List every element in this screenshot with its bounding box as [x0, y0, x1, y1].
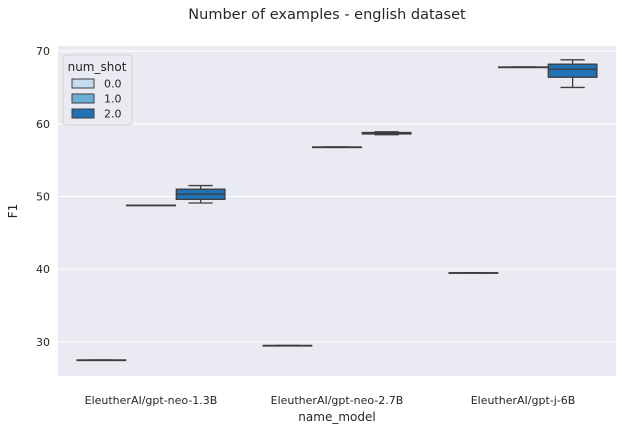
box-2.0-0 [175, 184, 226, 204]
y-tick-labels: 30 40 50 60 70 [36, 45, 50, 349]
box-0.0-2 [448, 272, 499, 274]
gridlines [58, 50, 616, 343]
box-2.0-1 [361, 131, 412, 136]
box-1.0-0 [126, 204, 176, 207]
y-tick-label: 70 [36, 45, 50, 58]
legend-swatch-1.0 [71, 93, 95, 104]
x-tick-label: EleutherAI/gpt-neo-1.3B [85, 394, 218, 407]
y-tick-label: 50 [36, 190, 50, 203]
legend-title: num_shot [68, 60, 127, 74]
legend-swatch-2.0 [71, 108, 95, 119]
y-tick-label: 40 [36, 263, 50, 276]
y-tick-label: 30 [36, 336, 50, 349]
box-0.0-1 [262, 344, 313, 347]
legend-entry-1.0: 1.0 [104, 93, 122, 106]
plot-background [58, 46, 616, 376]
x-tick-label: EleutherAI/gpt-neo-2.7B [271, 394, 404, 407]
box-0.0-0 [76, 359, 127, 362]
box-body [547, 63, 598, 78]
legend: num_shot 0.0 1.0 2.0 [62, 54, 133, 126]
y-tick-label: 60 [36, 118, 50, 131]
legend-entry-0.0: 0.0 [104, 78, 122, 91]
chart-title: Number of examples - english dataset [188, 7, 466, 23]
legend-frame [62, 54, 133, 126]
box-1.0-1 [312, 146, 362, 149]
legend-swatch-0.0 [71, 78, 95, 89]
x-tick-label: EleutherAI/gpt-j-6B [471, 394, 576, 407]
x-axis-label: name_model [298, 410, 375, 424]
boxes [76, 59, 598, 362]
legend-entry-2.0: 2.0 [104, 108, 122, 121]
box-2.0-2 [547, 59, 598, 89]
x-tick-labels: EleutherAI/gpt-neo-1.3B EleutherAI/gpt-ne… [85, 394, 576, 407]
y-axis-label: F1 [6, 204, 20, 219]
box-1.0-2 [498, 66, 548, 69]
